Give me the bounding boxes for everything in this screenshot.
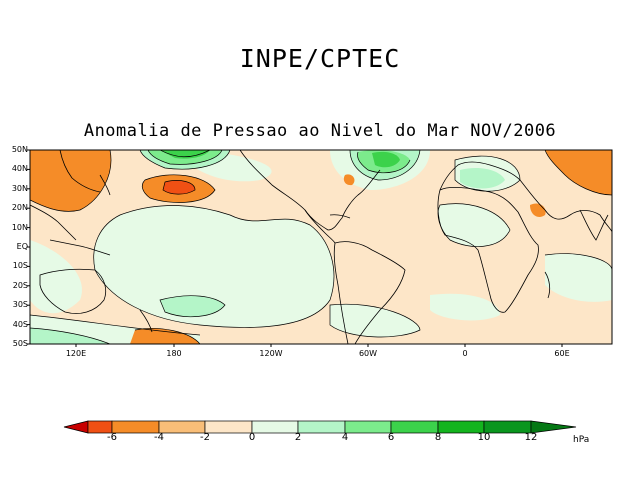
- colorbar-label: -6: [107, 432, 117, 443]
- colorbar-label: 0: [248, 432, 256, 443]
- lat-label: 40S: [12, 320, 28, 329]
- colorbar-swatch: [204, 420, 253, 434]
- field-neg-siberia: [545, 150, 612, 195]
- colorbar-swatch: [390, 420, 439, 434]
- lat-label: 20N: [11, 203, 28, 212]
- lat-label: 40N: [11, 164, 28, 173]
- axis-ticks: [27, 149, 563, 347]
- colorbar-swatch: [297, 420, 346, 434]
- field-6-8-np: [160, 150, 210, 159]
- lat-label: 30S: [12, 300, 28, 309]
- lat-label: EQ: [16, 242, 28, 251]
- page-title: INPE/CPTEC: [239, 44, 401, 73]
- field-pos-sahara: [438, 203, 510, 247]
- colorbar-label: 10: [477, 432, 491, 443]
- colorbar-swatch: [158, 420, 206, 434]
- lat-label: 10S: [12, 261, 28, 270]
- coastlines: [30, 150, 612, 344]
- field-pos-south-pacific: [93, 205, 334, 328]
- field-pos-south-atl: [430, 293, 500, 321]
- colorbar-swatch: [111, 420, 160, 434]
- field-neg-asia: [30, 150, 111, 212]
- lat-label: 20S: [12, 281, 28, 290]
- colorbar-label: 8: [434, 432, 442, 443]
- map-title: Anomalia de Pressao ao Nivel do Mar NOV/…: [83, 121, 557, 141]
- lon-label: 60W: [358, 349, 378, 358]
- colorbar-label: 4: [341, 432, 349, 443]
- colorbar-label: -4: [154, 432, 164, 443]
- map-field: [30, 150, 612, 344]
- lat-label: 30N: [11, 184, 28, 193]
- lat-label: 10N: [11, 223, 28, 232]
- field-neg-south: [130, 328, 200, 344]
- field-pos-indian-west: [30, 240, 82, 314]
- field-2-4-south: [30, 328, 110, 344]
- colorbar-label: 2: [294, 432, 302, 443]
- lon-label: 60E: [554, 349, 570, 358]
- colorbar-label: 6: [387, 432, 395, 443]
- lon-label: 120W: [259, 349, 283, 358]
- lon-label: 180: [166, 349, 182, 358]
- colorbar-arrow-left: [63, 420, 89, 434]
- field-2-4-europe: [460, 168, 505, 189]
- field-2-4-pacific: [160, 295, 225, 317]
- lat-label: 50N: [11, 145, 28, 154]
- colorbar: [63, 420, 577, 434]
- colorbar-arrow-right: [530, 420, 577, 434]
- colorbar-swatch: [251, 420, 299, 434]
- colorbar-label: 12: [524, 432, 538, 443]
- field-neg-core: [163, 180, 195, 195]
- field-6-8-na: [372, 151, 400, 168]
- field-neg-na: [343, 174, 355, 186]
- field-pos-indian: [545, 253, 612, 302]
- lon-label: 120E: [65, 349, 87, 358]
- lon-label: 0: [462, 349, 468, 358]
- colorbar-label: -2: [200, 432, 210, 443]
- lat-label: 50S: [12, 339, 28, 348]
- colorbar-swatch: [344, 420, 392, 434]
- field-pos-atlantic: [330, 304, 420, 337]
- colorbar-unit: hPa: [573, 435, 590, 445]
